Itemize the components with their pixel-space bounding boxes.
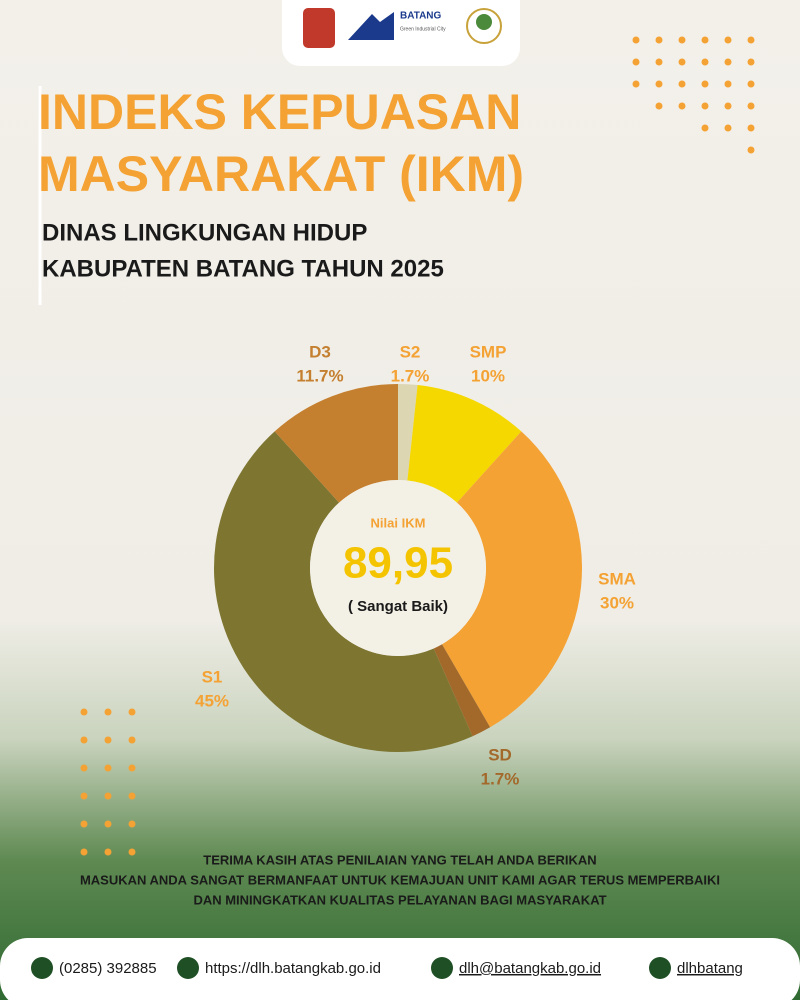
decor-dot [632, 58, 640, 66]
decor-dot [701, 124, 709, 132]
decor-dot [80, 792, 88, 800]
contact-icon [431, 957, 453, 979]
decor-dot [724, 36, 732, 44]
decor-dot [104, 736, 112, 744]
decor-dot [655, 102, 663, 110]
decor-dot [128, 848, 136, 856]
decor-dot [104, 848, 112, 856]
message: MASUKAN ANDA SANGAT BERMANFAAT UNTUK KEM… [80, 872, 720, 887]
decor-dot [701, 102, 709, 110]
decor-dot [747, 146, 755, 154]
logo-batang [348, 12, 394, 40]
decor-dot [747, 58, 755, 66]
slice-label: S2 [400, 342, 421, 361]
logo-tagline: Green Industrial City [400, 26, 446, 32]
decor-dot [724, 58, 732, 66]
contact-icon [649, 957, 671, 979]
logo-dlh-tree [476, 14, 492, 30]
slice-value: 1.7% [481, 769, 520, 788]
decor-dot [724, 124, 732, 132]
contact-icon [177, 957, 199, 979]
decor-dot [632, 80, 640, 88]
subtitle: KABUPATEN BATANG TAHUN 2025 [42, 255, 444, 282]
decor-dot [80, 708, 88, 716]
decor-dot [128, 820, 136, 828]
footer-bar [0, 938, 800, 1000]
contact-text: https://dlh.batangkab.go.id [205, 960, 381, 977]
donut-slice [442, 431, 583, 728]
center-note: ( Sangat Baik) [348, 598, 448, 615]
contact-text: dlhbatang [677, 960, 743, 977]
decor-dot [128, 708, 136, 716]
contact-text: (0285) 392885 [59, 960, 157, 977]
logo-tab [282, 0, 520, 66]
title: MASYARAKAT (IKM) [38, 146, 524, 202]
decor-dot [104, 708, 112, 716]
decor-dot [104, 820, 112, 828]
decor-dot [747, 102, 755, 110]
slice-value: 45% [195, 691, 229, 710]
decor-dot [128, 736, 136, 744]
decor-dot [678, 102, 686, 110]
contact-text: dlh@batangkab.go.id [459, 960, 601, 977]
decor-dot [655, 58, 663, 66]
donut-center [310, 480, 486, 656]
title: INDEKS KEPUASAN [38, 84, 521, 140]
slice-label: SMP [470, 342, 507, 361]
message: TERIMA KASIH ATAS PENILAIAN YANG TELAH A… [203, 852, 596, 867]
slice-label: S1 [202, 667, 223, 686]
decor-dot [701, 36, 709, 44]
slice-value: 1.7% [391, 366, 430, 385]
decor-dot [724, 80, 732, 88]
decor-dot [632, 36, 640, 44]
decor-dot [655, 36, 663, 44]
decor-dot [128, 764, 136, 772]
subtitle: DINAS LINGKUNGAN HIDUP [42, 219, 367, 246]
decor-dot [80, 820, 88, 828]
logo-emblem [303, 8, 335, 48]
slice-value: 30% [600, 593, 634, 612]
decor-dot [724, 102, 732, 110]
donut-slice [433, 644, 491, 737]
donut-slice [407, 385, 522, 503]
decor-dot [80, 848, 88, 856]
decor-dot [678, 58, 686, 66]
slice-value: 10% [471, 366, 505, 385]
slice-value: 11.7% [296, 366, 343, 385]
logo-text: BATANG [400, 11, 442, 22]
decor-dot [747, 36, 755, 44]
decor-dot [128, 792, 136, 800]
decor-dot [104, 764, 112, 772]
decor-dot [701, 80, 709, 88]
center-value: 89,95 [343, 539, 453, 588]
slice-label: SD [488, 745, 512, 764]
decor-dot [678, 36, 686, 44]
decor-dot [747, 80, 755, 88]
decor-dot [104, 792, 112, 800]
decor-dot [747, 124, 755, 132]
contact-icon [31, 957, 53, 979]
center-caption: Nilai IKM [371, 515, 426, 530]
donut-slice [274, 384, 398, 503]
decor-dot [701, 58, 709, 66]
slice-label: D3 [309, 342, 331, 361]
decor-dot [678, 80, 686, 88]
message: DAN MININGKATKAN KUALITAS PELAYANAN BAGI… [193, 892, 606, 907]
donut-slice [214, 431, 473, 752]
donut-slice [398, 384, 418, 481]
decor-dot [80, 736, 88, 744]
logo-dlh [466, 8, 502, 44]
decor-dot [655, 80, 663, 88]
slice-label: SMA [598, 569, 636, 588]
decor-dot [80, 764, 88, 772]
